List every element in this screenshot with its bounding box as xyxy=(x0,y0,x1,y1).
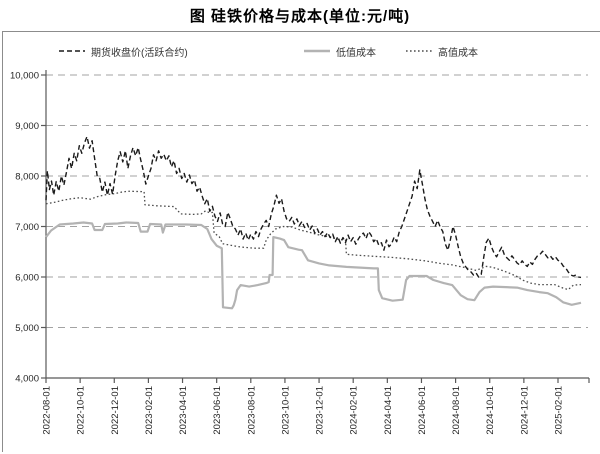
x-tick-label: 2022-08-01 xyxy=(42,386,53,435)
y-tick-label: 7,000 xyxy=(15,222,39,233)
x-tick-label: 2024-10-01 xyxy=(485,386,496,435)
x-tick-label: 2024-04-01 xyxy=(383,386,394,435)
legend-label-futures-price: 期货收盘价(活跃合约) xyxy=(91,47,188,59)
legend-item-low-cost: 低值成本 xyxy=(303,44,376,59)
low-cost-line xyxy=(45,221,582,310)
x-tick-label: 2024-02-01 xyxy=(349,386,360,435)
x-tick-label: 2023-04-01 xyxy=(178,386,189,435)
chart-title: 图 硅铁价格与成本(单位:元/吨) xyxy=(189,8,411,25)
y-tick-label: 8,000 xyxy=(15,172,39,183)
x-tick-label: 2023-10-01 xyxy=(280,386,291,435)
y-tick-label: 9,000 xyxy=(15,121,39,132)
x-tick-label: 2023-12-01 xyxy=(315,386,326,435)
legend-label-high-cost: 高值成本 xyxy=(438,47,478,59)
x-tick-label: 2023-06-01 xyxy=(212,386,223,435)
x-tick-label: 2024-08-01 xyxy=(451,386,462,435)
x-tick-label: 2023-02-01 xyxy=(144,386,155,435)
legend-item-high-cost: 高值成本 xyxy=(405,44,478,59)
x-tick-label: 2022-12-01 xyxy=(110,386,121,435)
x-tick-label: 2023-08-01 xyxy=(246,386,257,435)
y-tick-label: 6,000 xyxy=(15,273,39,284)
futures-price-line xyxy=(45,135,582,279)
x-tick-label: 2024-12-01 xyxy=(519,386,530,435)
x-tick-label: 2024-06-01 xyxy=(417,386,428,435)
dashed-line-icon xyxy=(59,50,85,52)
solid-line-icon xyxy=(304,49,330,53)
x-tick-label: 2025-02-01 xyxy=(554,386,565,435)
x-tick-label: 2022-10-01 xyxy=(76,386,87,435)
legend-item-futures-price: 期货收盘价(活跃合约) xyxy=(58,44,188,59)
y-tick-label: 10,000 xyxy=(10,71,39,82)
high-cost-line xyxy=(45,190,582,291)
y-tick-label: 5,000 xyxy=(15,323,39,334)
y-tick-label: 4,000 xyxy=(15,374,39,385)
dotted-line-icon xyxy=(406,50,432,52)
legend-label-low-cost: 低值成本 xyxy=(336,47,376,59)
